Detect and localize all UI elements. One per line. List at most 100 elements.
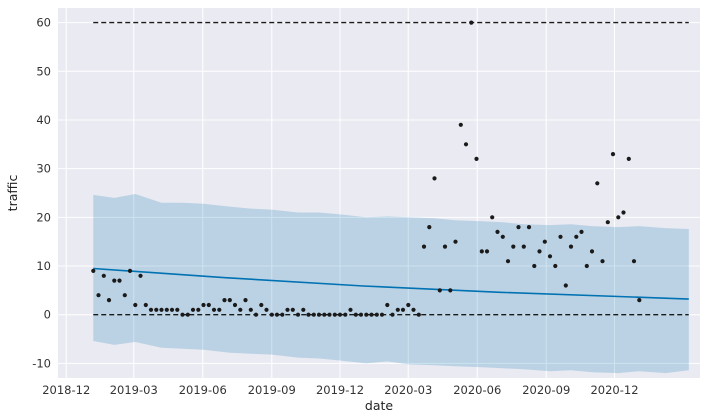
observed-point [474,156,479,161]
observed-point [185,312,190,317]
y-tick-label: -10 [32,356,51,370]
y-tick-labels: -10 0 10 20 30 40 50 60 [32,16,51,371]
observed-point [505,259,511,264]
observed-point [322,312,327,317]
observed-point [232,302,238,308]
observed-point [337,312,343,317]
observed-point [148,307,154,312]
x-tick-label: 2020-12 [590,383,638,397]
observed-point [143,302,148,308]
observed-point [589,249,595,254]
x-tick-label: 2019-06 [179,383,227,397]
observed-points [91,20,642,317]
y-axis-title: traffic [5,175,20,212]
observed-point [290,307,295,312]
observed-point [358,312,364,317]
observed-point [463,142,469,147]
observed-point [243,298,248,303]
observed-point [280,312,285,317]
observed-point [631,259,637,264]
observed-point [500,234,505,239]
y-tick-label: 20 [36,210,51,224]
observed-point [616,215,621,220]
observed-point [469,20,474,25]
observed-point [180,312,185,317]
x-tick-label: 2020-09 [522,383,570,397]
observed-point [458,122,463,127]
observed-point [400,307,406,312]
trend-path [93,267,689,300]
observed-point [117,278,122,283]
observed-point [542,239,547,244]
observed-point [206,302,211,308]
observed-point [600,259,605,264]
observed-point [453,239,458,244]
observed-point [222,298,227,303]
x-tick-label: 2019-12 [316,383,364,397]
observed-point [311,312,316,317]
observed-point [91,268,96,273]
observed-point [201,302,206,308]
observed-point [295,312,301,317]
observed-point [122,293,127,298]
observed-point [169,307,175,312]
observed-point [364,312,369,317]
y-tick-label: 10 [36,259,51,273]
observed-point [537,249,542,254]
observed-point [374,312,379,317]
x-tick-label: 2019-09 [248,383,296,397]
x-tick-label: 2019-03 [110,383,158,397]
observed-point [390,312,395,317]
observed-point [217,307,222,312]
observed-point [574,234,579,239]
observed-point [484,249,490,254]
observed-point [495,229,500,234]
observed-point [112,278,117,283]
observed-point [332,312,337,317]
observed-point [516,225,521,230]
x-tick-label: 2020-06 [453,383,501,397]
grid-lines [58,8,700,378]
observed-point [385,302,390,308]
trend-line [93,267,689,300]
observed-point [584,263,589,269]
observed-point [159,307,164,312]
observed-point [269,312,274,317]
x-tick-labels: 2018-12 2019-03 2019-06 2019-09 2019-12 2020-… [42,383,638,397]
observed-point [190,307,196,312]
observed-point [248,307,253,312]
observed-point [568,244,574,249]
observed-point [274,312,280,317]
observed-point [175,307,180,312]
y-tick-label: 30 [36,162,51,176]
observed-point [490,215,495,220]
y-tick-label: 40 [36,113,51,127]
observed-point [427,225,432,230]
observed-point [532,263,537,269]
observed-point [521,244,526,249]
observed-point [563,283,568,288]
y-tick-label: 50 [36,64,51,78]
observed-point [348,307,353,312]
observed-point [264,307,269,312]
observed-point [133,302,138,308]
observed-point [101,273,106,278]
plot-background [58,8,700,378]
observed-point [353,312,358,317]
uncertainty-interval-area [93,194,689,374]
observed-point [547,254,553,259]
observed-point [343,312,348,317]
observed-point [605,220,610,225]
observed-point [138,273,143,278]
y-tick-label: 60 [36,16,51,30]
x-tick-label: 2020-03 [384,383,432,397]
observed-point [395,307,400,312]
observed-point [437,288,442,293]
observed-point [637,298,642,303]
y-tick-label: 0 [44,308,51,322]
observed-point [411,307,416,312]
observed-point [379,312,385,317]
observed-point [127,268,133,273]
observed-point [259,302,264,308]
